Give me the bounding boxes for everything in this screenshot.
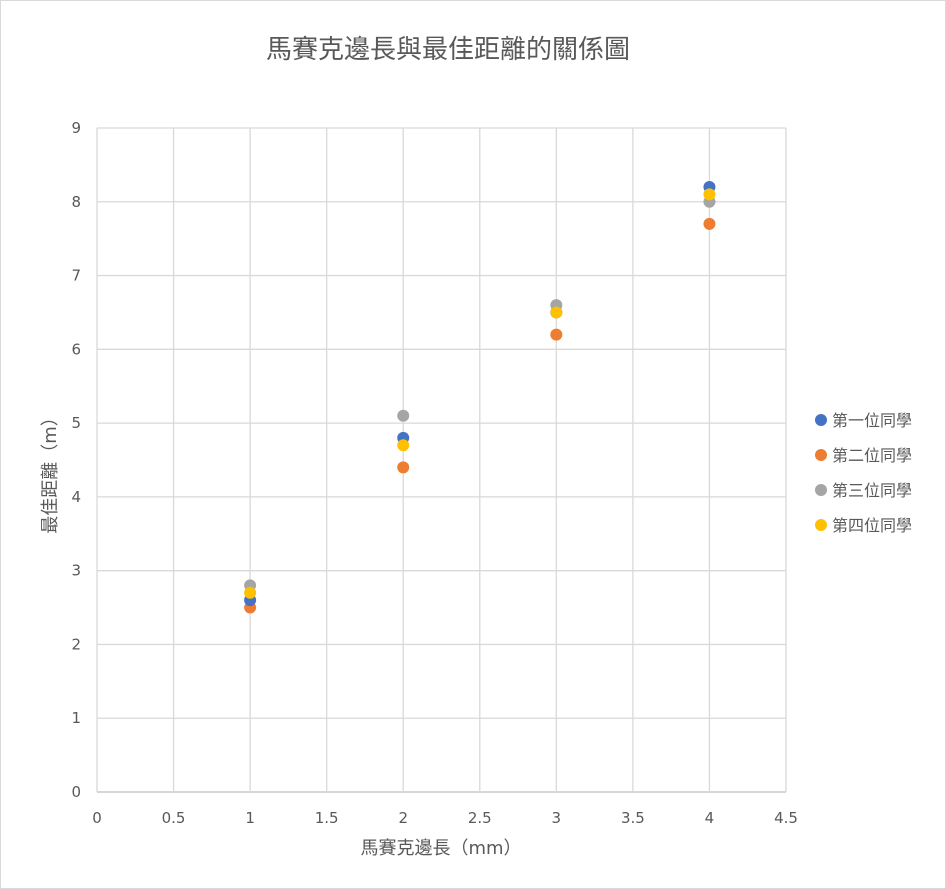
y-tick-label: 6 <box>71 340 81 358</box>
legend-marker <box>815 414 827 426</box>
y-tick-label: 2 <box>71 635 81 653</box>
data-point <box>244 586 257 599</box>
data-point <box>397 409 410 422</box>
y-tick-label: 9 <box>71 119 81 137</box>
data-point <box>703 217 716 230</box>
x-axis-ticks: 0 0.5 1 1.5 2 2.5 3 3.5 4 4.5 <box>92 809 798 827</box>
x-tick-label: 4.5 <box>774 809 798 827</box>
data-point <box>397 461 410 474</box>
x-tick-label: 4 <box>705 809 715 827</box>
data-point <box>703 188 716 201</box>
x-tick-label: 1.5 <box>315 809 339 827</box>
y-axis-ticks: 0 1 2 3 4 5 6 7 8 9 <box>71 119 81 801</box>
legend-label: 第四位同學 <box>832 516 912 535</box>
x-tick-label: 2.5 <box>468 809 492 827</box>
x-tick-label: 0.5 <box>162 809 186 827</box>
x-tick-label: 3 <box>552 809 562 827</box>
legend-label: 第三位同學 <box>832 481 912 500</box>
x-tick-label: 0 <box>92 809 102 827</box>
x-tick-label: 1 <box>245 809 255 827</box>
y-tick-label: 5 <box>71 414 81 432</box>
x-tick-label: 2 <box>398 809 408 827</box>
legend-marker <box>815 449 827 461</box>
data-points <box>244 181 716 614</box>
chart-title: 馬賽克邊長與最佳距離的關係圖 <box>266 35 630 65</box>
grid-lines <box>96 127 787 793</box>
x-tick-label: 3.5 <box>621 809 645 827</box>
y-tick-label: 3 <box>71 562 81 580</box>
data-point <box>550 328 563 341</box>
y-tick-label: 7 <box>71 267 81 285</box>
y-tick-label: 0 <box>71 783 81 801</box>
data-point <box>397 439 410 452</box>
legend-label: 第二位同學 <box>832 446 912 465</box>
y-axis-label: 最佳距離（m） <box>40 408 61 534</box>
legend-marker <box>815 519 827 531</box>
x-axis-label: 馬賽克邊長（mm） <box>360 837 521 859</box>
legend-label: 第一位同學 <box>832 411 912 430</box>
y-tick-label: 8 <box>71 193 81 211</box>
y-tick-label: 1 <box>71 709 81 727</box>
legend-marker <box>815 484 827 496</box>
y-tick-label: 4 <box>71 488 81 506</box>
data-point <box>550 306 563 319</box>
